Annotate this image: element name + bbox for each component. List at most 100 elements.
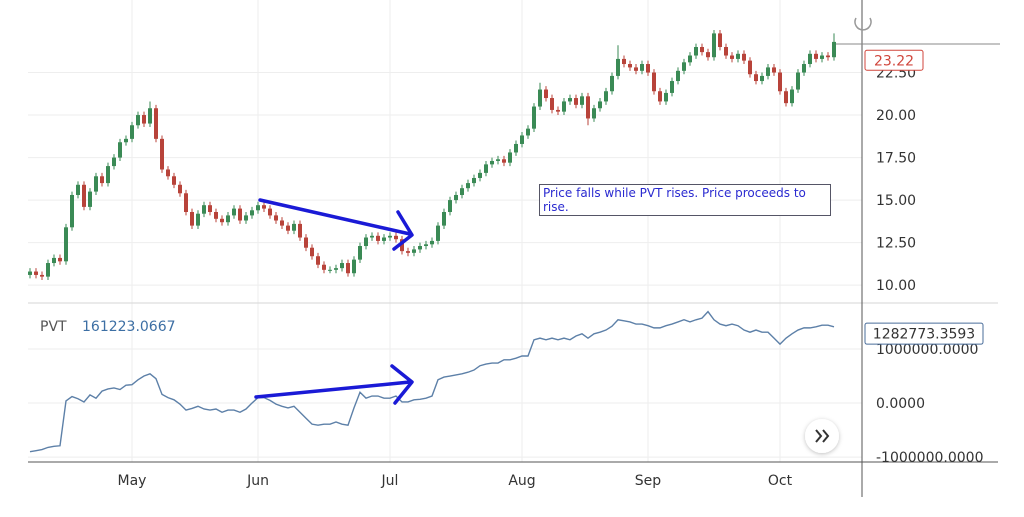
candle-body: [52, 257, 56, 264]
candle-body: [112, 157, 116, 167]
candle-body: [604, 91, 608, 102]
candle-body: [766, 67, 770, 76]
y-tick-label: 0.0000: [876, 396, 925, 412]
candle-body: [166, 169, 170, 177]
candle-body: [100, 176, 104, 184]
candle-body: [562, 101, 566, 112]
pvt-line: [29, 310, 835, 453]
candle-body: [58, 257, 62, 262]
candle-body: [616, 58, 620, 76]
candle-body: [568, 98, 572, 102]
candle-body: [430, 240, 434, 245]
candle-body: [406, 251, 410, 253]
candle-body: [538, 89, 542, 107]
candle-body: [130, 125, 134, 139]
candle-body: [532, 106, 536, 129]
candle-body: [202, 205, 206, 214]
candle-body: [514, 143, 518, 153]
candle-body: [148, 108, 152, 124]
indicator-value: 161223.0667: [82, 319, 176, 335]
candle-body: [646, 64, 650, 73]
candle-body: [466, 183, 470, 189]
candle-body: [454, 194, 458, 201]
candle-body: [286, 225, 290, 231]
candle-body: [268, 208, 272, 216]
candle-body: [358, 246, 362, 260]
settings-icon[interactable]: [854, 17, 872, 31]
candle-body: [214, 212, 218, 219]
last-price-box: [864, 49, 924, 71]
candle-body: [550, 98, 554, 110]
candle-body: [478, 172, 482, 178]
scroll-to-latest-button[interactable]: [805, 419, 839, 453]
candle-body: [796, 72, 800, 90]
candle-body: [706, 52, 710, 58]
candle-body: [442, 212, 446, 226]
candle-body: [508, 152, 512, 163]
candle-body: [730, 55, 734, 59]
candle-body: [472, 177, 476, 184]
candle-body: [682, 62, 686, 71]
candle-body: [622, 58, 626, 65]
x-tick-label: Jul: [381, 473, 399, 489]
candle-body: [154, 108, 158, 139]
candle-body: [82, 184, 86, 207]
candle-body: [586, 96, 590, 119]
pvt-pane: [29, 310, 835, 453]
candle-body: [334, 268, 338, 270]
price-pane: [28, 30, 836, 281]
candle-body: [346, 263, 350, 274]
candle-body: [94, 176, 98, 192]
candle-body: [754, 74, 758, 82]
candle-body: [364, 237, 368, 247]
candle-body: [772, 67, 776, 73]
candle-body: [64, 227, 68, 262]
arrow-shaft: [254, 380, 412, 399]
candle-body: [676, 70, 680, 82]
candle-body: [490, 160, 494, 165]
y-tick-label: 17.50: [876, 151, 916, 167]
candle-body: [712, 33, 716, 58]
candle-body: [814, 53, 818, 59]
candle-body: [790, 89, 794, 104]
arrow-head: [390, 364, 414, 405]
candle-body: [436, 225, 440, 241]
y-tick-label: 10.00: [876, 278, 916, 294]
y-tick-label: 20.00: [876, 108, 916, 124]
candle-body: [250, 210, 254, 216]
candle-body: [580, 96, 584, 105]
candle-body: [424, 244, 428, 247]
candle-body: [700, 47, 704, 53]
candle-body: [670, 81, 674, 93]
y-tick-label: -1000000.0000: [876, 450, 983, 466]
candle-body: [190, 212, 194, 226]
grid: [28, 0, 862, 462]
x-tick-label: Jun: [246, 473, 269, 489]
candle-body: [76, 184, 80, 195]
candle-body: [136, 115, 140, 126]
candle-body: [388, 235, 392, 238]
candle-body: [382, 237, 386, 241]
candle-body: [340, 263, 344, 269]
candle-body: [736, 53, 740, 59]
candle-body: [280, 220, 284, 226]
candle-body: [88, 191, 92, 207]
arrow-head: [392, 210, 414, 251]
x-tick-label: Aug: [508, 473, 535, 489]
candle-body: [826, 55, 830, 58]
candle-body: [658, 91, 662, 102]
candle-body: [238, 208, 242, 221]
candle-body: [298, 223, 302, 238]
candle-body: [784, 91, 788, 104]
y-tick-label: 12.50: [876, 236, 916, 252]
candle-body: [40, 274, 44, 277]
candle-body: [34, 271, 38, 275]
candle-body: [598, 101, 602, 109]
candle-body: [556, 109, 560, 112]
y-tick-label: 1000000.0000: [876, 342, 978, 358]
candle-body: [664, 92, 668, 102]
last-price-label: 23.22: [874, 53, 914, 69]
candle-body: [184, 193, 188, 212]
button-icon[interactable]: [815, 429, 830, 443]
